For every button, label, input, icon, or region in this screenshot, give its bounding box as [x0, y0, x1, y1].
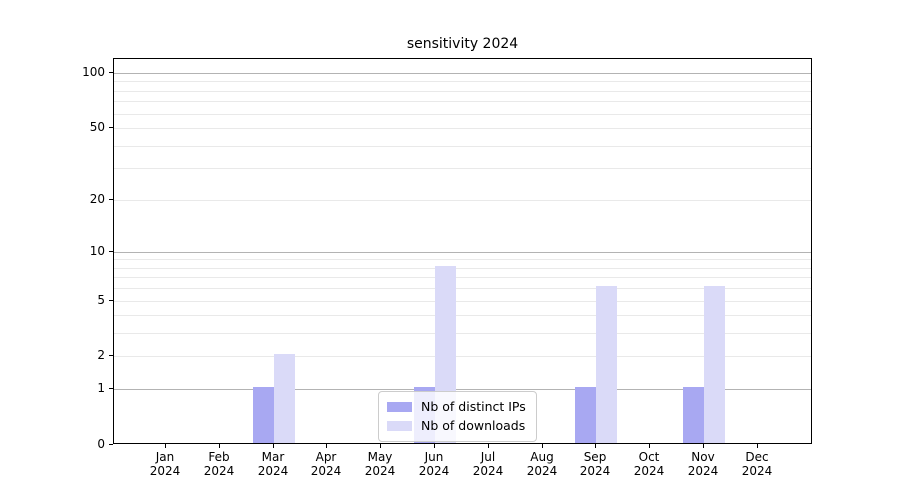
x-tick-mark — [542, 444, 543, 448]
x-tick-label-line: Jan — [155, 450, 175, 464]
x-tick-label: Sep 2024 — [565, 450, 625, 478]
minor-gridline — [114, 168, 811, 169]
minor-gridline — [114, 81, 811, 82]
x-tick-label-line: 2024 — [633, 464, 665, 478]
minor-gridline — [114, 114, 811, 115]
x-tick-label: May 2024 — [350, 450, 410, 478]
y-tick-mark — [109, 355, 113, 356]
x-tick-label: Nov 2024 — [673, 450, 733, 478]
y-tick-mark — [109, 72, 113, 73]
x-tick-label: Feb 2024 — [189, 450, 249, 478]
x-tick-label-line: Mar — [261, 450, 285, 464]
minor-gridline — [114, 101, 811, 102]
y-tick-label: 0 — [97, 437, 105, 451]
y-tick-mark — [109, 127, 113, 128]
x-tick-label: Apr 2024 — [296, 450, 356, 478]
y-tick-mark — [109, 199, 113, 200]
bar-nb-of-downloads — [704, 286, 725, 443]
minor-gridline — [114, 277, 811, 278]
x-tick-label: Jan 2024 — [135, 450, 195, 478]
x-tick-mark — [595, 444, 596, 448]
y-tick-label: 2 — [97, 348, 105, 362]
x-tick-label-line: 2024 — [687, 464, 719, 478]
x-tick-mark — [703, 444, 704, 448]
minor-gridline — [114, 146, 811, 147]
x-tick-label-line: 2024 — [149, 464, 181, 478]
x-tick-label: Aug 2024 — [512, 450, 572, 478]
x-tick-mark — [273, 444, 274, 448]
bar-nb-of-distinct-ips — [253, 387, 274, 443]
x-tick-label-line: Nov — [691, 450, 715, 464]
chart-title: sensitivity 2024 — [406, 36, 519, 52]
x-tick-label-line: 2024 — [741, 464, 773, 478]
minor-gridline — [114, 356, 811, 357]
y-tick-label: 100 — [82, 65, 105, 79]
bar-nb-of-downloads — [274, 354, 295, 443]
legend-label: Nb of downloads — [421, 418, 526, 433]
x-tick-label-line: Aug — [530, 450, 554, 464]
bar-nb-of-distinct-ips — [683, 387, 704, 443]
x-tick-label: Oct 2024 — [619, 450, 679, 478]
x-tick-label-line: Feb — [208, 450, 230, 464]
x-tick-mark — [488, 444, 489, 448]
x-tick-label-line: 2024 — [526, 464, 558, 478]
x-tick-label-line: 2024 — [579, 464, 611, 478]
legend: Nb of distinct IPs Nb of downloads — [378, 391, 537, 442]
x-tick-label: Mar 2024 — [243, 450, 303, 478]
x-tick-mark — [326, 444, 327, 448]
x-tick-mark — [219, 444, 220, 448]
y-tick-mark — [109, 444, 113, 445]
x-tick-mark — [757, 444, 758, 448]
minor-gridline — [114, 268, 811, 269]
legend-item-downloads: Nb of downloads — [387, 416, 526, 435]
major-gridline — [114, 252, 811, 253]
y-tick-label: 20 — [89, 192, 105, 206]
x-tick-label-line: May — [367, 450, 393, 464]
legend-item-distinct-ips: Nb of distinct IPs — [387, 397, 526, 416]
x-tick-label-line: Sep — [583, 450, 607, 464]
x-tick-label-line: 2024 — [364, 464, 396, 478]
x-tick-mark — [434, 444, 435, 448]
x-tick-label-line: Jun — [424, 450, 444, 464]
minor-gridline — [114, 128, 811, 129]
minor-gridline — [114, 259, 811, 260]
y-tick-label: 50 — [89, 120, 105, 134]
y-tick-mark — [109, 300, 113, 301]
y-tick-label: 1 — [97, 381, 105, 395]
x-tick-label-line: 2024 — [257, 464, 289, 478]
x-tick-mark — [649, 444, 650, 448]
x-tick-label-line: 2024 — [418, 464, 450, 478]
legend-swatch-distinct-ips — [387, 401, 412, 412]
x-tick-label: Dec 2024 — [727, 450, 787, 478]
minor-gridline — [114, 333, 811, 334]
minor-gridline — [114, 315, 811, 316]
x-tick-label-line: Apr — [315, 450, 337, 464]
bar-nb-of-downloads — [596, 286, 617, 443]
legend-label: Nb of distinct IPs — [421, 399, 526, 414]
minor-gridline — [114, 91, 811, 92]
y-tick-mark — [109, 388, 113, 389]
x-tick-label-line: Jul — [480, 450, 496, 464]
x-tick-label-line: 2024 — [203, 464, 235, 478]
y-tick-label: 5 — [97, 293, 105, 307]
x-tick-label: Jun 2024 — [404, 450, 464, 478]
major-gridline — [114, 389, 811, 390]
x-tick-label: Jul 2024 — [458, 450, 518, 478]
y-tick-label: 10 — [89, 244, 105, 258]
x-tick-label-line: Dec — [745, 450, 769, 464]
x-tick-mark — [165, 444, 166, 448]
x-tick-label-line: 2024 — [472, 464, 504, 478]
y-tick-mark — [109, 251, 113, 252]
x-tick-label-line: Oct — [638, 450, 660, 464]
x-tick-label-line: 2024 — [310, 464, 342, 478]
plot-area — [113, 58, 812, 444]
minor-gridline — [114, 288, 811, 289]
x-tick-mark — [380, 444, 381, 448]
minor-gridline — [114, 301, 811, 302]
minor-gridline — [114, 200, 811, 201]
bar-nb-of-distinct-ips — [575, 387, 596, 443]
major-gridline — [114, 73, 811, 74]
legend-swatch-downloads — [387, 420, 412, 431]
